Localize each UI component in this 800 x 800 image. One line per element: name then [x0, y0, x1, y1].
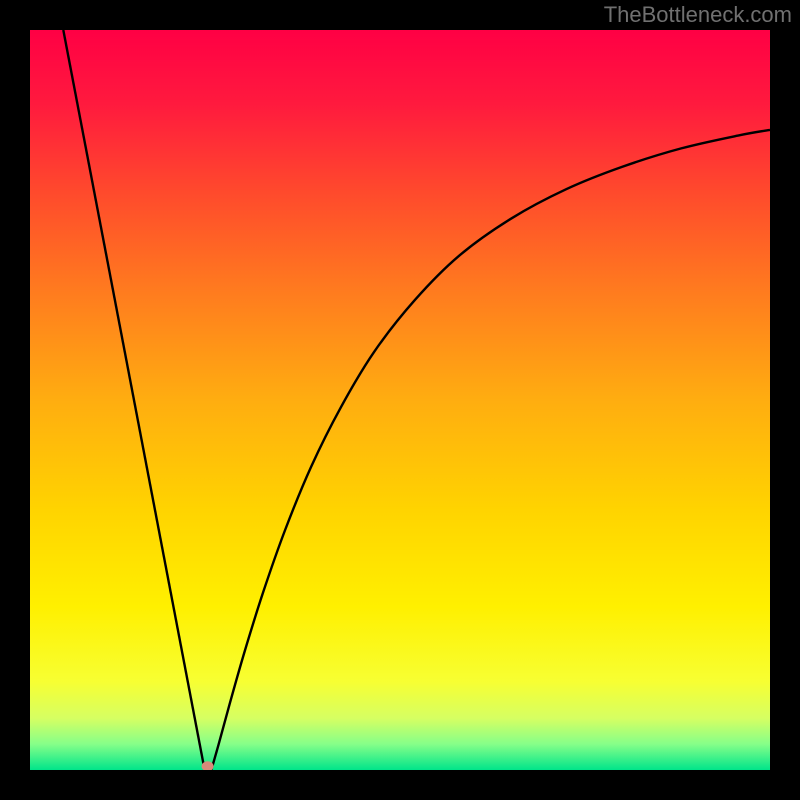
right-curve-segment	[211, 130, 770, 770]
plot-area	[30, 30, 770, 770]
bottleneck-curve	[30, 30, 770, 770]
watermark-text: TheBottleneck.com	[604, 2, 792, 28]
chart-frame: TheBottleneck.com	[0, 0, 800, 800]
left-curve-segment	[63, 30, 204, 770]
